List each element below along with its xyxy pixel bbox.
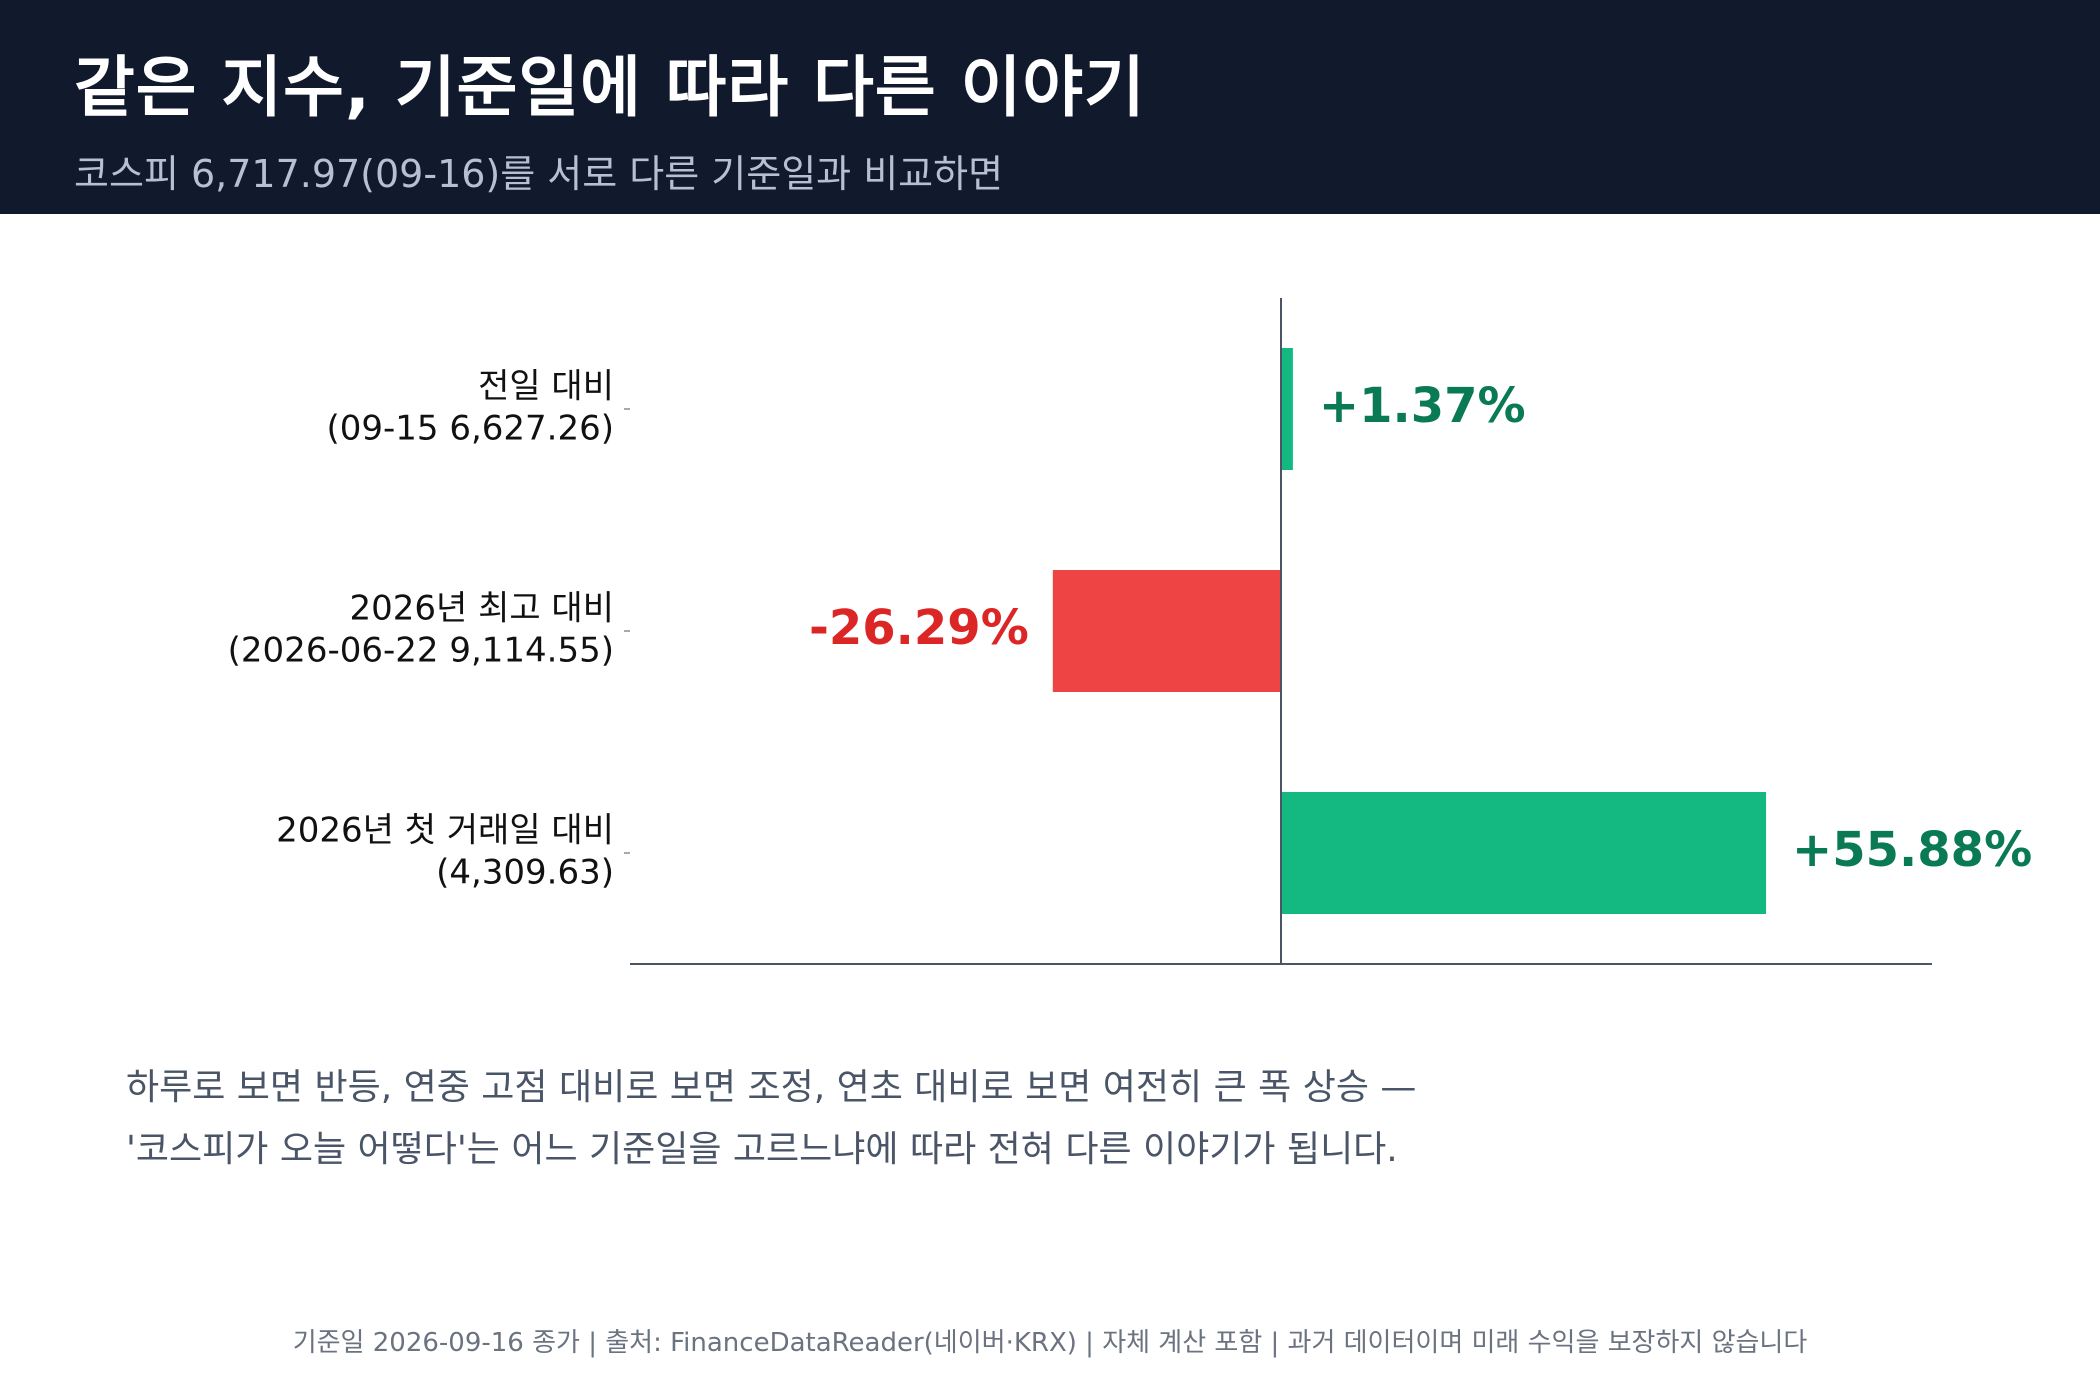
header-banner: 같은 지수, 기준일에 따라 다른 이야기 코스피 6,717.97(09-16… [0,0,2100,214]
page-title: 같은 지수, 기준일에 따라 다른 이야기 [74,49,1146,126]
bar-chart: +1.37% 전일 대비(09-15 6,627.26) -26.29% 2026년 … [228,298,2032,965]
category-label-0-0: 전일 대비 [478,367,614,407]
category-label-1-0: 2026년 최고 대비 [349,589,614,629]
category-label-2-0: 2026년 첫 거래일 대비 [276,811,614,851]
footer-source: 기준일 2026-09-16 종가 | 출처: FinanceDataReade… [292,1328,1808,1358]
bar-2 [1281,792,1767,914]
value-label-0: +1.37% [1319,378,1526,434]
category-label-2-1: (4,309.63) [436,853,614,893]
category-label-0-1: (09-15 6,627.26) [326,409,614,449]
bar-0 [1281,348,1293,470]
value-label-1: -26.29% [809,600,1029,656]
category-label-1-1: (2026-06-22 9,114.55) [228,631,614,671]
note-line-1: 하루로 보면 반등, 연중 고점 대비로 보면 조정, 연초 대비로 보면 여전… [126,1067,1417,1108]
bar-1 [1052,570,1281,692]
note-line-2: '코스피가 오늘 어떻다'는 어느 기준일을 고르느냐에 따라 전혀 다른 이야… [126,1129,1398,1170]
value-label-2: +55.88% [1792,822,2032,878]
page-subtitle: 코스피 6,717.97(09-16)를 서로 다른 기준일과 비교하면 [74,152,1004,196]
